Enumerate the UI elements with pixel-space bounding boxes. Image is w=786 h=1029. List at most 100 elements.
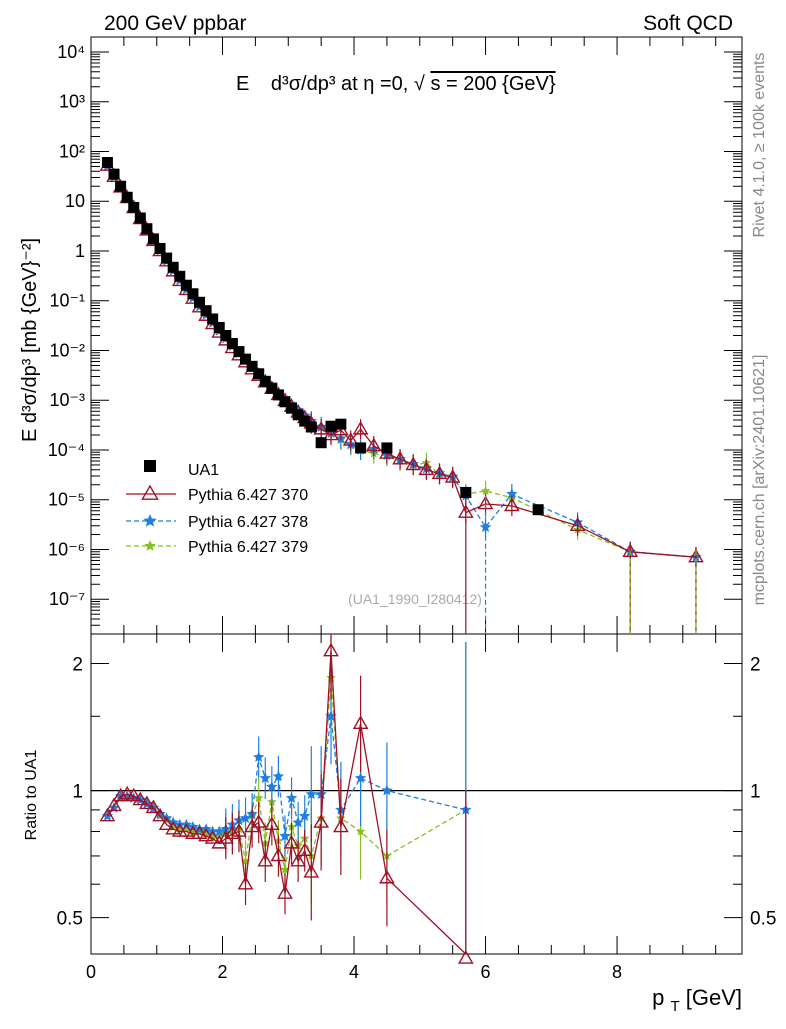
ratio-ytick-label-right: 0.5 — [750, 909, 776, 930]
main-point-ua1 — [460, 486, 472, 498]
ratio-point-py370 — [152, 807, 168, 822]
ratio-point-py370 — [165, 820, 182, 835]
ratio-ytick-label: 2 — [72, 655, 83, 676]
ratio-point-py378 — [154, 808, 166, 819]
ratio-point-py370 — [244, 818, 260, 833]
title-root: √ — [414, 73, 425, 95]
ratio-point-py370 — [106, 797, 122, 812]
main-point-py370 — [365, 437, 382, 452]
ratio-point-py370 — [290, 852, 306, 867]
main-point-ua1 — [194, 296, 205, 308]
ratio-point-py370 — [250, 814, 267, 828]
header-right: Soft QCD — [643, 12, 733, 35]
main-ytick-label: 10⁻¹ — [49, 291, 85, 311]
x-tick-label: 4 — [349, 962, 359, 982]
ratio-point-py370 — [198, 827, 214, 842]
ratio-point-py378 — [253, 751, 265, 762]
ratio-point-py370 — [191, 825, 208, 840]
main-point-ua1 — [299, 415, 311, 427]
main-point-ua1 — [101, 157, 113, 169]
ratio-point-py378 — [239, 812, 252, 824]
ratio-point-py370 — [158, 816, 175, 830]
main-point-py378 — [506, 488, 518, 499]
ratio-point-py370 — [333, 818, 349, 833]
ratio-point-py378 — [285, 792, 298, 803]
main-point-py370 — [313, 420, 330, 435]
ratio-point-py370 — [112, 787, 129, 802]
legend-label-ua1: UA1 — [188, 462, 219, 479]
main-point-py378 — [479, 521, 492, 533]
ratio-point-py378 — [272, 770, 285, 782]
main-point-py370 — [503, 497, 520, 512]
main-ylabel: E d³σ/dp³ [mb {GeV}⁻²] — [19, 238, 41, 442]
ratio-point-py370 — [132, 791, 149, 806]
ratio-point-py370 — [379, 869, 395, 884]
chart-marks: 10⁻⁷10⁻⁶10⁻⁵10⁻⁴10⁻³10⁻²10⁻¹11010²10³10⁴… — [48, 36, 776, 982]
ratio-point-py378 — [259, 772, 271, 783]
main-point-py370 — [392, 450, 408, 465]
main-point-ua1 — [147, 233, 159, 245]
ratio-line-py379 — [106, 677, 467, 870]
main-ytick-label: 10³ — [59, 92, 85, 112]
main-point-ua1 — [325, 420, 337, 432]
ratio-point-py378 — [213, 825, 225, 837]
main-point-ua1 — [355, 442, 367, 454]
main-point-ua1 — [141, 223, 153, 235]
ratio-point-py370 — [99, 807, 116, 822]
ratio-ytick-label-right: 2 — [750, 655, 761, 676]
ratio-point-py370 — [303, 863, 320, 878]
ratio-point-py378 — [325, 710, 337, 722]
main-point-ua1 — [266, 382, 278, 394]
main-ytick-label: 10⁻⁶ — [48, 539, 85, 559]
main-point-ua1 — [315, 437, 327, 449]
main-point-py370 — [405, 456, 422, 471]
main-point-ua1 — [154, 243, 166, 255]
rivet-label: Rivet 4.1.0, ≥ 100k events — [751, 53, 768, 238]
main-point-ua1 — [174, 270, 186, 282]
ratio-point-py370 — [283, 834, 300, 849]
main-point-py370 — [431, 465, 448, 480]
ratio-point-py370 — [217, 830, 234, 844]
ratio-point-py370 — [257, 852, 274, 867]
main-point-ua1 — [272, 389, 284, 401]
ratio-point-py379 — [355, 826, 366, 836]
ratio-point-py370 — [125, 787, 142, 802]
mcplots-label: mcplots.cern.ch [arXiv:2401.10621] — [751, 355, 768, 606]
ratio-point-py370 — [313, 814, 330, 828]
main-point-py370 — [569, 517, 586, 531]
main-point-py379 — [480, 486, 491, 495]
ratio-point-py378 — [292, 816, 304, 828]
main-point-ua1 — [128, 201, 140, 213]
ratio-point-py370 — [457, 950, 474, 964]
analysis-watermark: (UA1_1990_I280412) — [348, 591, 482, 607]
ratio-point-py370 — [270, 847, 287, 862]
xlabel-p: p — [652, 985, 664, 1010]
main-point-ua1 — [286, 402, 298, 414]
main-ytick-label: 10² — [59, 141, 85, 161]
ratio-point-py378 — [381, 784, 393, 796]
legend-marker-py379 — [144, 540, 156, 551]
legend-marker-ua1 — [144, 460, 156, 472]
main-ytick-label: 10⁻⁵ — [48, 490, 85, 510]
main-point-ua1 — [180, 279, 192, 291]
title-rest: s = 200 {GeV} — [430, 73, 555, 95]
x-axis-label: p T [GeV] — [652, 985, 742, 1016]
main-point-ua1 — [161, 252, 173, 264]
main-point-ua1 — [381, 442, 393, 454]
ratio-ytick-label: 1 — [72, 782, 83, 803]
legend-label-py379: Pythia 6.427 379 — [188, 539, 308, 556]
ratio-point-py378 — [299, 810, 311, 821]
main-title: E d³σ/dp³ at η =0, √ s = 200 {GeV} — [236, 73, 556, 95]
ratio-point-py370 — [119, 785, 136, 800]
main-point-ua1 — [246, 360, 258, 372]
main-point-ua1 — [167, 261, 179, 273]
ratio-point-py370 — [323, 642, 339, 657]
main-ytick-label: 10 — [65, 191, 85, 211]
main-point-ua1 — [259, 375, 271, 387]
legend-marker-py370 — [141, 484, 159, 500]
ratio-point-py370 — [204, 830, 221, 844]
ratio-point-py370 — [296, 842, 313, 857]
ratio-point-py370 — [237, 875, 254, 890]
